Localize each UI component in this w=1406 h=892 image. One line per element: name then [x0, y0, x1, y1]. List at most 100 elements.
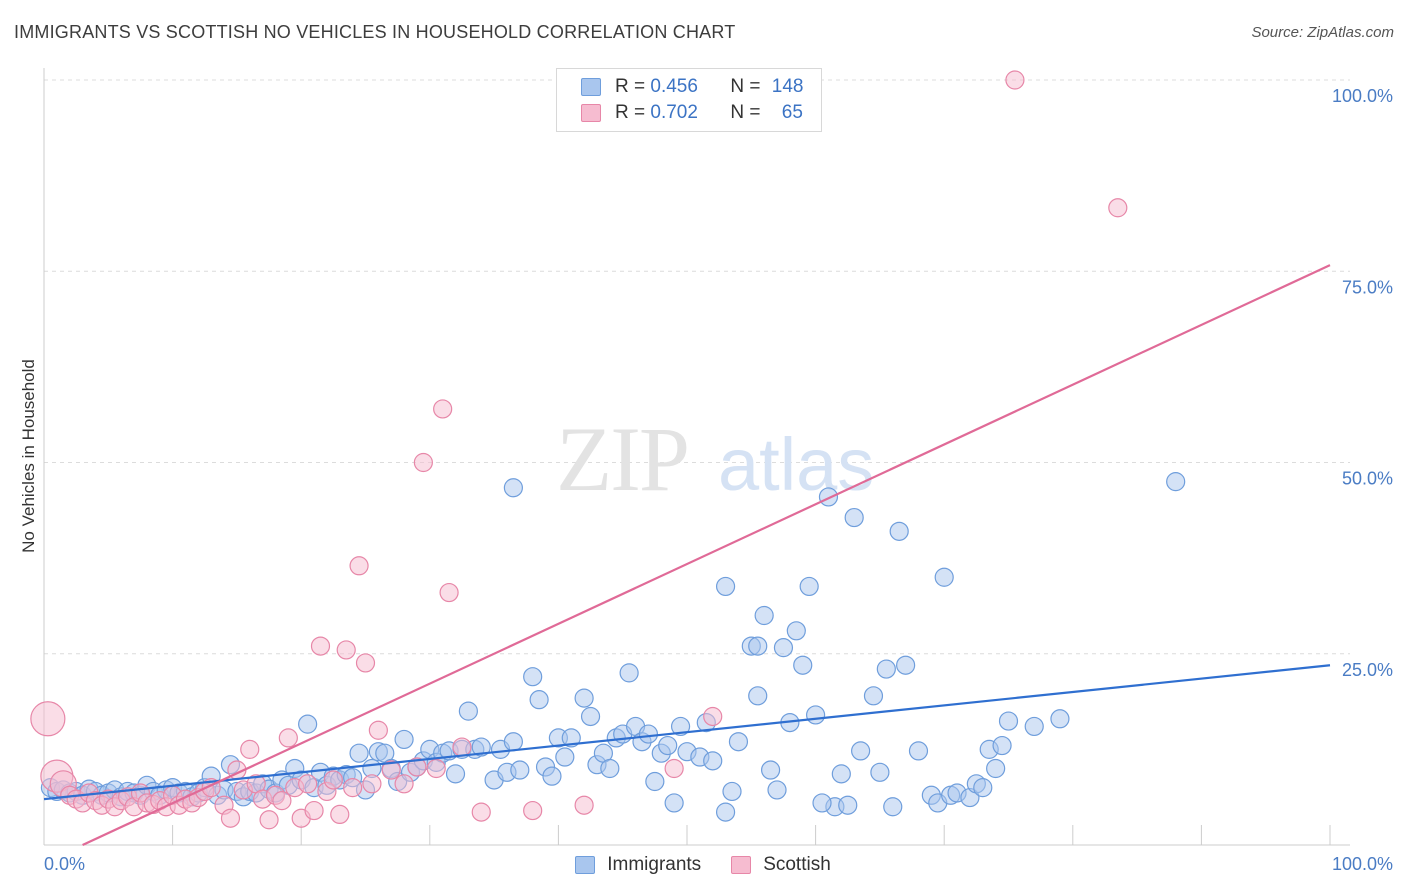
data-point-immigrants: [934, 567, 954, 587]
data-point-immigrants: [503, 732, 523, 752]
y-axis-title: No Vehicles in Household: [19, 359, 38, 553]
data-point-scottish: [349, 556, 369, 576]
data-point-immigrants: [580, 706, 601, 727]
data-point-scottish: [220, 808, 241, 828]
y-tick-label: 50.0%: [1342, 469, 1393, 489]
data-point-immigrants: [818, 487, 839, 507]
data-point-scottish: [452, 737, 472, 757]
data-point-scottish: [523, 800, 543, 821]
data-point-scottish: [330, 804, 350, 825]
y-tick-label: 100.0%: [1332, 86, 1393, 106]
data-point-immigrants: [1166, 472, 1186, 492]
data-point-scottish: [664, 758, 684, 779]
data-point-immigrants: [986, 758, 1006, 779]
data-point-scottish: [272, 791, 292, 811]
y-tick-label: 25.0%: [1342, 660, 1393, 680]
data-point-immigrants: [715, 802, 736, 822]
data-point-immigrants: [600, 758, 620, 779]
data-point-scottish: [362, 774, 382, 794]
data-point-immigrants: [805, 705, 826, 725]
data-point-immigrants: [670, 716, 691, 737]
data-point-immigrants: [908, 741, 929, 761]
data-point-scottish: [336, 640, 356, 660]
data-point-immigrants: [870, 762, 890, 782]
data-point-immigrants: [298, 714, 318, 734]
data-point-immigrants: [863, 686, 884, 706]
data-point-immigrants: [1050, 709, 1070, 729]
gridlines: [44, 79, 1350, 655]
data-point-immigrants: [619, 663, 639, 683]
data-point-immigrants: [896, 655, 916, 675]
legend-n-value: 65: [781, 102, 803, 123]
legend-row-immigrants: R = 0.456 N = 148: [581, 75, 803, 99]
series-legend: Immigrants Scottish: [0, 852, 1406, 878]
data-point-immigrants: [754, 605, 774, 626]
legend-item-scottish: Scottish: [731, 852, 831, 878]
data-point-immigrants: [523, 667, 543, 687]
data-point-scottish: [323, 770, 343, 790]
data-point-immigrants: [773, 638, 794, 658]
data-point-immigrants: [992, 735, 1012, 756]
legend-swatch-immigrants: [575, 856, 596, 874]
tick-labels: 25.0% 50.0% 75.0% 100.0% 0.0% 100.0%: [44, 86, 1393, 874]
x-tick-label: 0.0%: [44, 854, 85, 874]
data-point-immigrants: [574, 688, 594, 708]
data-point-scottish: [355, 653, 376, 673]
axes: [43, 68, 1350, 846]
data-point-scottish: [278, 728, 298, 748]
legend-r-label: R =: [615, 76, 651, 97]
watermark: ZIP atlas: [556, 408, 874, 510]
trend-line-scottish: [82, 264, 1331, 846]
data-point-scottish: [407, 757, 427, 777]
trend-line-immigrants: [43, 664, 1331, 801]
legend-n-value: 148: [771, 76, 804, 97]
legend-r-value: 0.702: [650, 102, 698, 123]
data-point-immigrants: [664, 793, 684, 813]
legend-n-label: N =: [730, 76, 766, 97]
data-point-immigrants: [831, 764, 851, 784]
legend-swatch-immigrants: [581, 78, 601, 96]
legend-swatch-scottish: [731, 856, 752, 874]
data-point-scottish: [298, 774, 318, 794]
data-point-scottish: [703, 706, 723, 727]
data-point-immigrants: [728, 732, 749, 752]
data-point-immigrants: [838, 795, 858, 815]
data-point-immigrants: [529, 690, 549, 710]
source-credit: Source: ZipAtlas.com: [1251, 24, 1394, 41]
data-point-immigrants: [471, 737, 491, 757]
data-point-immigrants: [793, 655, 813, 675]
data-point-scottish: [240, 739, 260, 759]
data-point-immigrants: [876, 659, 896, 679]
data-point-immigrants: [503, 478, 523, 498]
trend-lines: [43, 264, 1331, 846]
data-point-immigrants: [658, 735, 678, 756]
watermark-atlas: atlas: [718, 423, 874, 506]
legend-r-label: R =: [615, 102, 651, 123]
legend-label-scottish: Scottish: [763, 854, 831, 875]
data-points: [30, 70, 1186, 830]
watermark-zip: ZIP: [556, 408, 688, 510]
data-point-scottish: [304, 800, 324, 821]
data-point-scottish: [439, 582, 459, 603]
data-point-scottish: [433, 399, 453, 419]
data-point-scottish: [310, 636, 331, 656]
data-point-immigrants: [722, 781, 742, 802]
data-point-immigrants: [883, 797, 903, 817]
data-point-scottish: [343, 778, 363, 798]
data-point-immigrants: [844, 507, 864, 528]
legend-item-immigrants: Immigrants: [575, 852, 701, 878]
legend-label-immigrants: Immigrants: [607, 854, 702, 875]
data-point-immigrants: [349, 743, 369, 763]
data-point-immigrants: [555, 747, 575, 767]
legend-swatch-scottish: [581, 104, 601, 122]
data-point-immigrants: [638, 724, 659, 744]
data-point-immigrants: [812, 793, 832, 813]
data-point-immigrants: [998, 711, 1019, 731]
y-tick-label: 75.0%: [1342, 277, 1393, 297]
data-point-scottish: [1108, 198, 1128, 218]
chart-title: IMMIGRANTS VS SCOTTISH NO VEHICLES IN HO…: [14, 22, 736, 42]
x-tick-label: 100.0%: [1332, 854, 1393, 874]
data-point-immigrants: [703, 751, 723, 771]
data-point-immigrants: [973, 778, 993, 798]
